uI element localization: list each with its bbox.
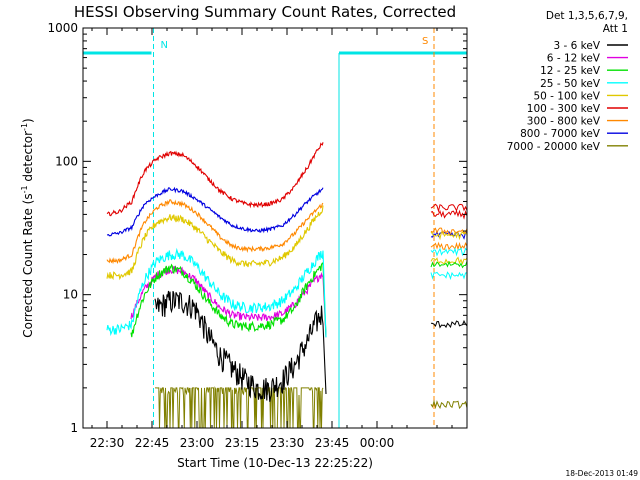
x-tick-label: 22:30 xyxy=(90,436,125,450)
post-gap-series-line xyxy=(430,209,468,220)
series-line-100-300-keV xyxy=(106,142,324,217)
night-flag-label: N xyxy=(161,40,168,51)
y-tick-label: 1 xyxy=(70,421,78,435)
post-gap-series-line xyxy=(430,227,468,236)
series-line-12-25-keV xyxy=(130,262,327,338)
post-gap-series-line xyxy=(430,271,468,281)
legend-entry-label: 12 - 25 keV xyxy=(540,65,601,77)
post-gap-series-line xyxy=(430,247,468,257)
series-line-50-100-keV xyxy=(106,205,324,281)
post-gap-series-line xyxy=(430,203,468,213)
x-tick-label: 00:00 xyxy=(360,436,395,450)
timestamp: 18-Dec-2013 01:49 xyxy=(565,469,638,478)
chart-title: HESSI Observing Summary Count Rates, Cor… xyxy=(74,3,456,21)
saa-flag-label: S xyxy=(422,36,428,47)
legend-entry-label: 25 - 50 keV xyxy=(540,78,601,90)
legend-header: Det 1,3,5,6,7,9, xyxy=(546,10,628,22)
y-tick-label: 1000 xyxy=(47,21,78,35)
series-line-300-800-keV xyxy=(106,199,324,265)
x-axis: 22:30 22:45 23:00 23:15 23:30 23:45 00:00 xyxy=(90,28,453,450)
x-axis-label: Start Time (10-Dec-13 22:25:22) xyxy=(177,456,373,470)
legend-entry-label: 6 - 12 keV xyxy=(547,53,601,65)
series-line-7000-20000-keV xyxy=(155,386,324,429)
legend-entry-label: 100 - 300 keV xyxy=(527,103,601,115)
post-gap-series-line xyxy=(430,319,468,329)
post-gap-series-line xyxy=(430,230,468,241)
legend-header: Att 1 xyxy=(603,23,628,35)
x-tick-label: 23:45 xyxy=(315,436,350,450)
x-tick-label: 22:45 xyxy=(135,436,170,450)
legend-entry-label: 3 - 6 keV xyxy=(553,40,600,52)
post-gap-series-line xyxy=(430,399,468,410)
legend-entry-label: 300 - 800 keV xyxy=(527,116,601,128)
y-axis-label: Corrected Count Rate (s-1 detector-1) xyxy=(20,118,35,337)
x-tick-label: 23:00 xyxy=(180,436,215,450)
y-tick-label: 100 xyxy=(55,154,78,168)
plot-frame xyxy=(82,27,468,429)
legend-entry-label: 7000 - 20000 keV xyxy=(507,141,601,153)
series-line-25-50-keV xyxy=(106,247,327,338)
y-axis: 1 10 100 1000 xyxy=(47,21,467,435)
x-tick-label: 23:15 xyxy=(225,436,260,450)
x-tick-label: 23:30 xyxy=(270,436,305,450)
series-line-800-7000-keV xyxy=(106,186,324,237)
legend-entry-label: 50 - 100 keV xyxy=(533,90,600,102)
series-line-3-6-keV xyxy=(154,290,327,402)
y-tick-label: 10 xyxy=(63,288,78,302)
legend-entry-label: 800 - 7000 keV xyxy=(520,128,601,140)
post-gap-series-line xyxy=(430,260,468,269)
series-layer xyxy=(106,142,468,429)
